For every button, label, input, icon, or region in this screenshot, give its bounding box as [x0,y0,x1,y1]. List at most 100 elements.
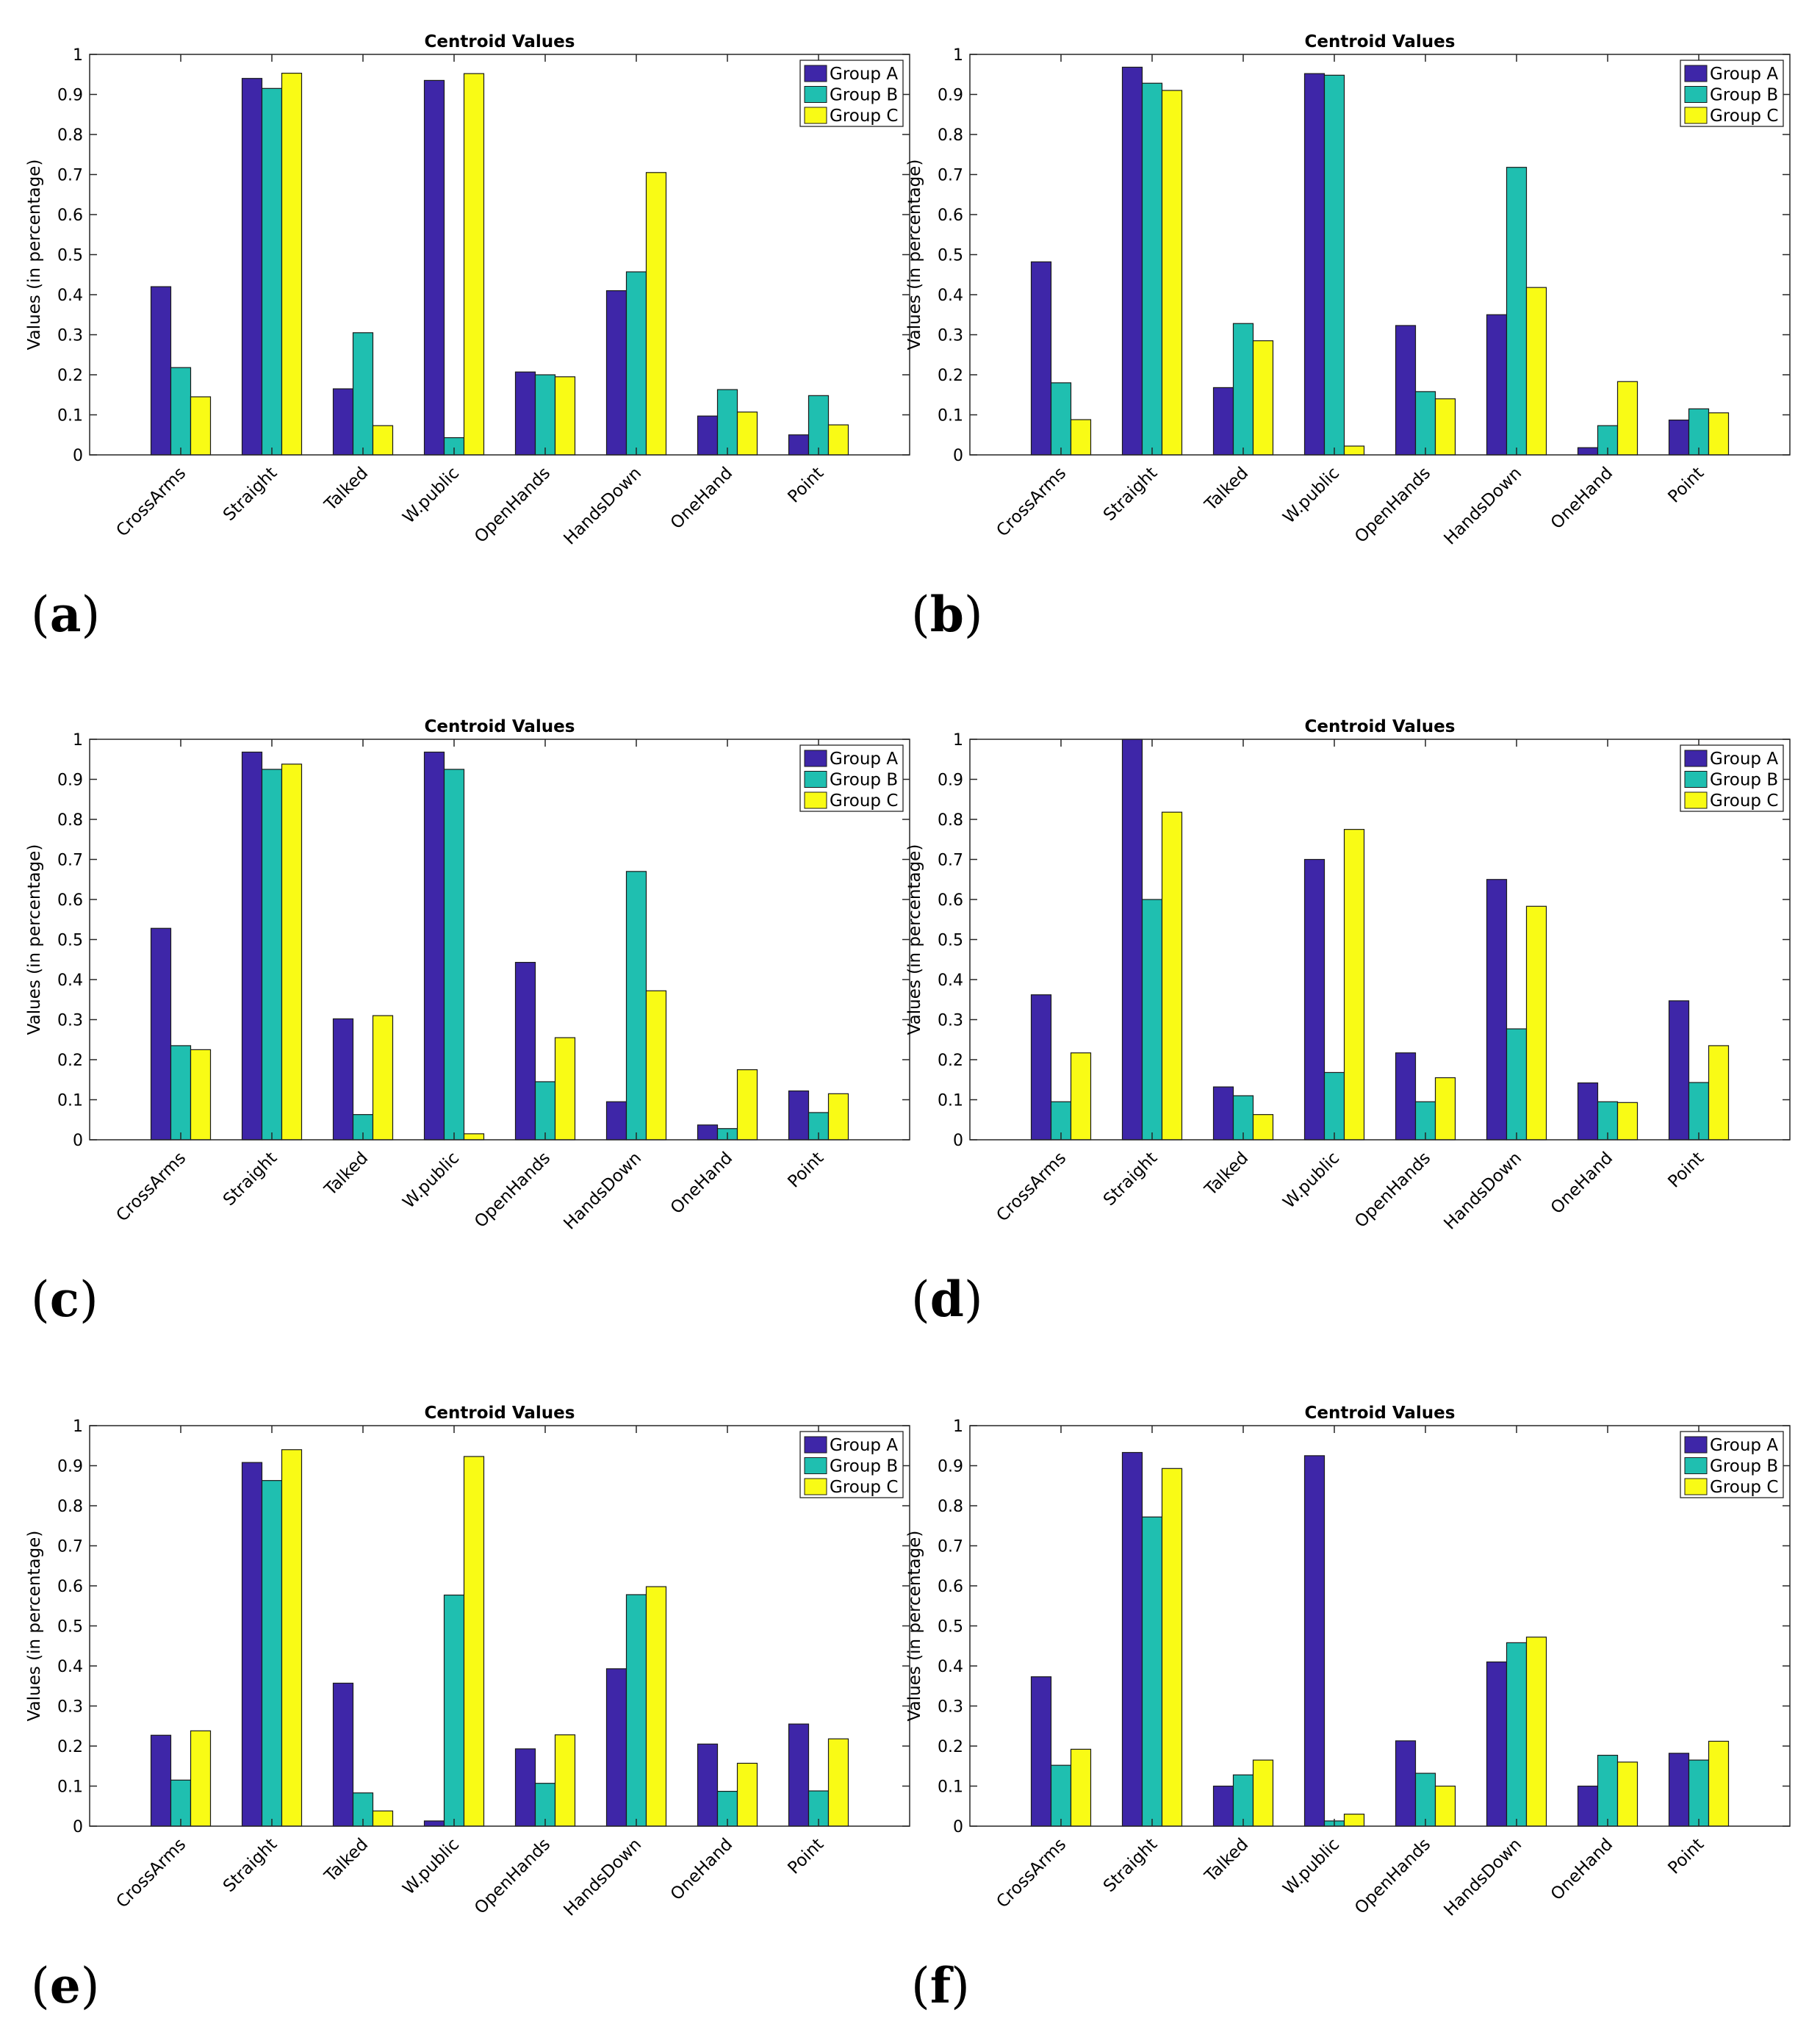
legend-swatch-group-c [804,791,827,809]
x-tick-label-crossarms: CrossArms [993,1149,1070,1226]
y-axis-label: Values (in percentage) [905,844,924,1035]
legend-swatch-group-a [1684,1436,1708,1454]
bar-group-c-wpublic [463,73,485,456]
x-tick-label-point: Point [784,464,827,507]
legend-label: Group B [1710,86,1778,105]
y-tick-label: 0.5 [938,1618,963,1637]
y-tick-label: 0.9 [57,772,83,790]
y-tick-label: 0.2 [938,367,963,385]
chart-panel-a: Centroid Values 0 0.1 0.2 0.3 0.4 0.5 0.6 0.7 0.8… [25,32,910,643]
x-tick-label-talked: Talked [320,1149,372,1200]
bar-group-b-talked [352,1792,374,1827]
chart-title: Centroid Values [1305,1404,1456,1423]
bar-group-c-openhands [1434,1785,1456,1827]
x-tick-label-talked: Talked [320,1835,372,1886]
legend-swatch-group-b [804,771,827,788]
y-tick-label: 0.5 [57,1618,83,1637]
bar-group-a-point [788,1723,810,1827]
y-tick-label: 0.2 [57,367,83,385]
bar-group-c-straight [1161,811,1183,1141]
y-tick-label: 0.8 [57,1498,83,1516]
y-tick-label: 0.3 [57,1012,83,1030]
bar-group-b-straight [1141,899,1163,1141]
y-tick-label: 0 [953,1818,963,1836]
y-tick-label: 0.1 [938,407,963,425]
panel-label: (a) [31,586,100,643]
y-tick-label: 0.6 [938,1578,963,1596]
legend-label: Group A [1710,750,1778,769]
bar-group-c-crossarms [1070,419,1092,456]
bar-group-b-openhands [1414,391,1436,456]
legend-label: Group B [1710,771,1778,790]
y-tick-label: 0.8 [938,1498,963,1516]
panel-label: (c) [31,1271,98,1328]
bar-group-b-point [1688,408,1710,456]
legend-label: Group C [830,107,898,126]
chart-title: Centroid Values [425,32,575,51]
bar-group-a-handsdown [1486,879,1508,1141]
x-tick-label-wpublic: W.public [400,1149,464,1213]
bar-group-b-crossarms [1050,382,1072,456]
x-tick-label-talked: Talked [1201,464,1252,515]
axes-box [969,739,1791,1141]
y-tick-label: 0.8 [57,811,83,830]
bar-group-c-point [827,1093,849,1141]
legend-swatch-group-b [804,1457,827,1474]
x-tick-label-handsdown: HandsDown [1440,464,1525,549]
axes-box [89,739,910,1141]
bar-group-a-wpublic [1303,73,1326,456]
y-tick-label: 0.2 [57,1738,83,1756]
bar-group-a-straight [241,1462,263,1827]
y-tick-label: 0.6 [57,1578,83,1596]
x-tick-label-onehand: OneHand [667,464,736,533]
bar-group-c-handsdown [645,1586,667,1827]
y-tick-label: 0 [73,447,83,465]
y-tick-label: 0.3 [938,1012,963,1030]
y-tick-label: 0.2 [57,1052,83,1070]
chart-title: Centroid Values [1305,32,1456,51]
bar-group-a-openhands [514,961,536,1141]
y-tick-label: 1 [73,1418,83,1436]
x-tick-label-handsdown: HandsDown [560,464,645,549]
y-tick-label: 0.4 [57,971,83,990]
x-tick-label-straight: Straight [1100,1835,1161,1896]
y-axis-label: Values (in percentage) [905,159,924,351]
bar-group-c-point [827,1738,849,1827]
y-tick-label: 0.6 [57,206,83,225]
y-tick-label: 0.9 [57,1458,83,1476]
y-tick-label: 0.1 [938,1778,963,1797]
x-tick-label-wpublic: W.public [400,1835,464,1899]
bar-group-b-crossarms [170,367,192,456]
bar-group-b-crossarms [1050,1764,1072,1827]
chart-panel-e: Centroid Values 0 0.1 0.2 0.3 0.4 0.5 0.6 0.7 0.8… [25,1404,910,2014]
bar-group-b-wpublic [443,769,465,1141]
x-tick-label-onehand: OneHand [1547,464,1616,533]
legend-swatch-group-c [1684,107,1708,124]
bar-group-c-onehand [736,1069,758,1141]
bar-group-c-openhands [554,1734,576,1827]
bar-group-c-onehand [1616,381,1639,456]
bar-group-b-handsdown [625,1594,647,1827]
bar-group-b-handsdown [625,271,647,456]
legend-label: Group B [830,1457,898,1476]
y-axis-label: Values (in percentage) [905,1531,924,1722]
bar-group-b-straight [261,1480,283,1827]
bar-group-a-point [1668,1753,1690,1827]
bar-group-a-onehand [1577,1082,1599,1141]
bar-group-b-crossarms [170,1045,192,1141]
bar-group-a-onehand [1577,447,1599,456]
bar-group-a-crossarms [150,286,172,456]
y-tick-label: 0.4 [938,971,963,990]
bar-group-a-straight [1121,66,1143,456]
bar-group-c-point [1708,1045,1730,1141]
legend-label: Group C [830,791,898,811]
y-tick-label: 0.5 [57,932,83,950]
bar-group-c-handsdown [645,990,667,1141]
x-tick-label-wpublic: W.public [1280,1149,1344,1213]
x-tick-label-openhands: OpenHands [471,464,554,547]
axes-box [89,1425,910,1827]
axes-box [969,54,1791,456]
